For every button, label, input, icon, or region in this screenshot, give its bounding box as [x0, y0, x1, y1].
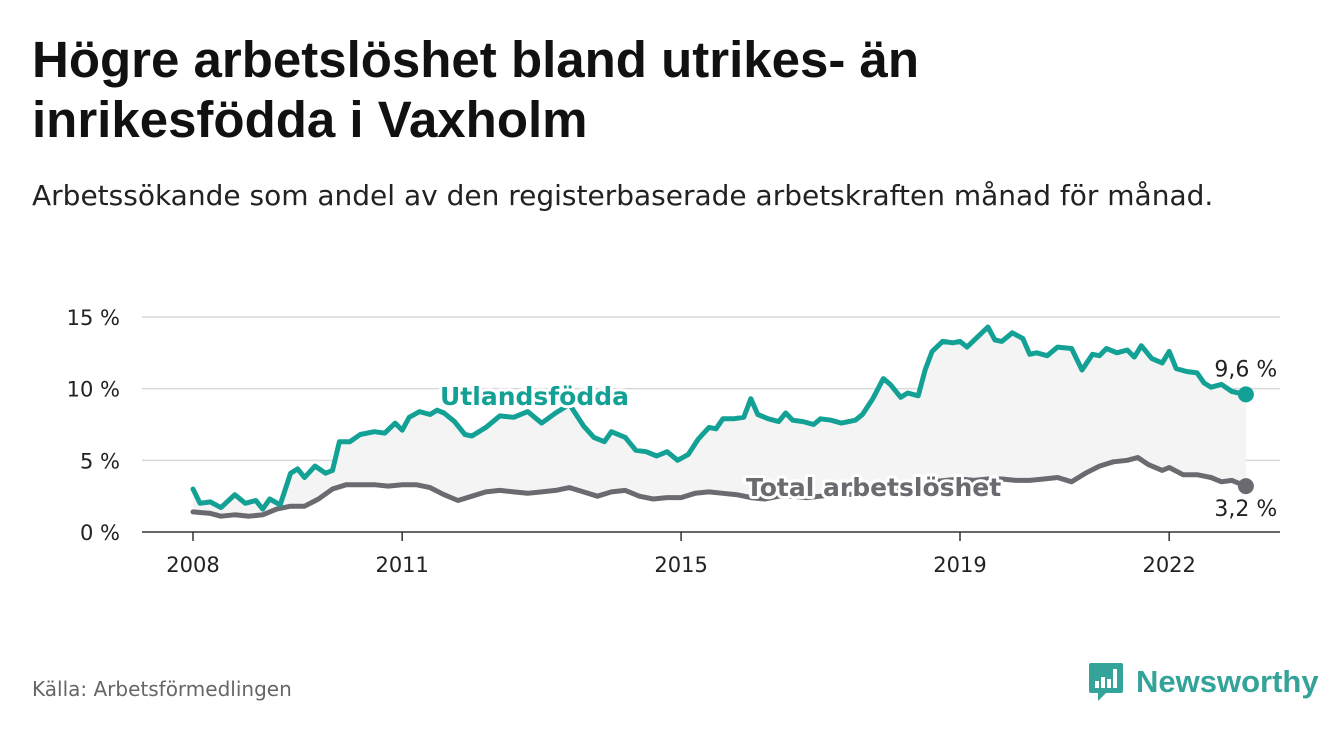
end-point-total [1237, 478, 1254, 495]
y-tick-label: 0 % [80, 521, 120, 545]
gap-fill-area [193, 327, 1246, 517]
end-point-utlandsfodda [1237, 386, 1254, 403]
line-chart: 0 % 5 % 10 % 15 % 2008 2011 2015 2019 2022 Utla… [67, 306, 1280, 577]
brand-name: Newsworthy [1136, 664, 1319, 699]
source-note: Källa: Arbetsförmedlingen [32, 677, 292, 701]
chart-subtitle: Arbetssökande som andel av den registerb… [32, 179, 1214, 212]
x-tick-label: 2011 [375, 553, 428, 577]
y-tick-label: 10 % [67, 378, 120, 402]
end-value-label-utlandsfodda: 9,6 % [1214, 357, 1277, 382]
x-tick-label: 2008 [166, 553, 219, 577]
brand-logo[interactable]: Newsworthy [1088, 660, 1319, 704]
x-tick-label: 2015 [654, 553, 707, 577]
x-tick-label: 2019 [933, 553, 986, 577]
series-line-total [190, 455, 1249, 519]
series-line-utlandsfodda [190, 324, 1249, 512]
y-tick-label: 15 % [67, 306, 120, 330]
series-label-utlandsfodda: Utlandsfödda [440, 382, 629, 411]
chart-title: Högre arbetslöshet bland utrikes- än inr… [32, 31, 920, 148]
end-value-label-total: 3,2 % [1214, 497, 1277, 522]
y-axis: 0 % 5 % 10 % 15 % [67, 306, 120, 545]
bar-chart-logo-icon [1089, 663, 1123, 701]
series-label-total: Total arbetslöshet [746, 473, 1001, 502]
y-tick-label: 5 % [80, 449, 120, 473]
x-tick-label: 2022 [1142, 553, 1195, 577]
x-axis: 2008 2011 2015 2019 2022 [166, 532, 1196, 577]
